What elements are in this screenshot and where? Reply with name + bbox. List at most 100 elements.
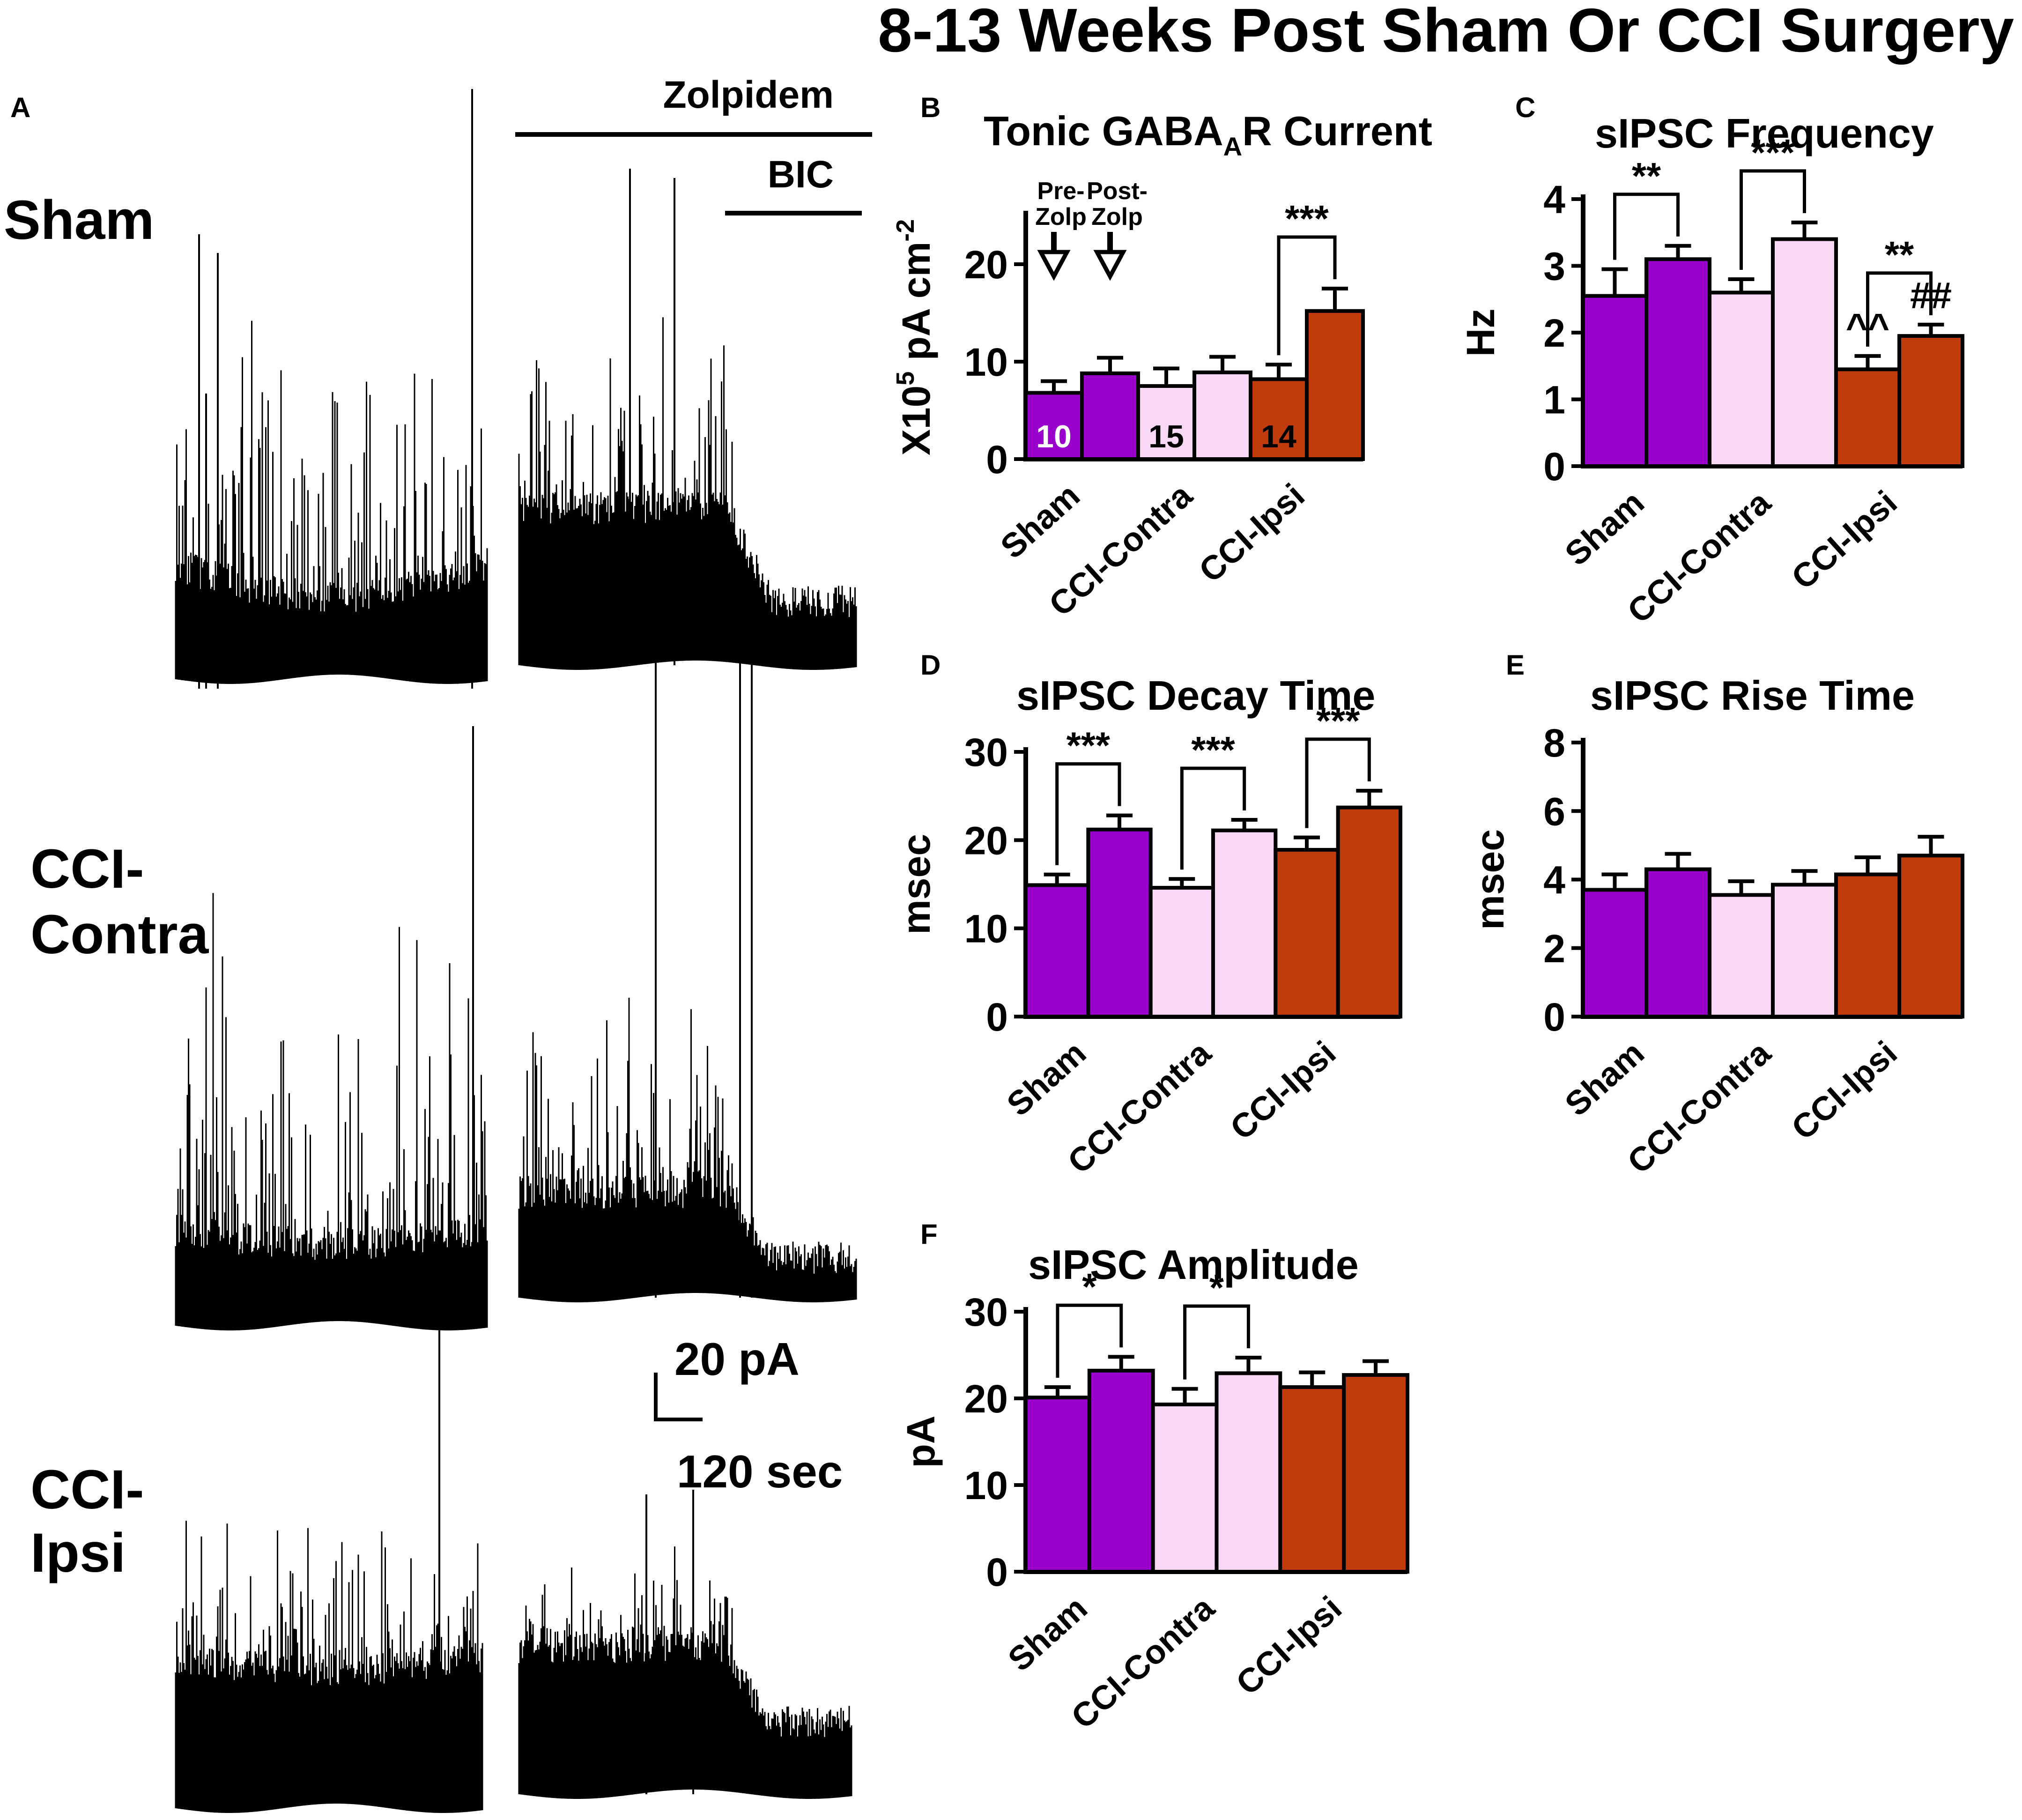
bar [1148,886,1215,1018]
arrow-icon [1037,250,1071,281]
x-category-label: CCI-Ipsi [1192,476,1312,589]
scale-amp-label: 20 pA [674,1333,800,1385]
bar [1087,1368,1155,1574]
y-tick-label: 30 [964,730,1008,774]
scale-time-label: 120 sec [677,1446,843,1497]
y-tick-label: 0 [1543,445,1565,489]
y-tick-label: 8 [1543,721,1565,765]
n-label: 10 [1036,419,1072,454]
panel-letter: E [1506,649,1525,681]
bar [1278,1385,1346,1574]
panel-letter: B [920,92,941,123]
y-label-superscript: -2 [891,219,919,242]
bar [1024,1396,1091,1574]
bar [1080,371,1140,461]
bar [1708,290,1775,468]
bar [1834,872,1901,1018]
current-trace [175,893,488,1330]
significance-bracket [1277,235,1337,356]
bar [1708,893,1775,1018]
significance-marker: ** [1885,234,1914,275]
significance-marker: *** [1316,700,1360,742]
bar [1215,1371,1282,1574]
chart-title: sIPSC Amplitude [1028,1241,1359,1288]
bar [1192,370,1252,461]
x-category-label: CCI-Ipsi [1229,1589,1349,1702]
y-tick-label: 4 [1543,858,1565,902]
row-label: CCI- [30,1459,144,1521]
bar [1086,827,1153,1018]
significance-bracket [1183,1304,1250,1380]
arrow-label: Pre- [1037,178,1084,205]
current-trace [518,997,857,1302]
y-label-superscript: 5 [891,371,919,386]
x-category-label: CCI-Ipsi [1785,483,1904,596]
y-axis-label: msec [1468,829,1512,930]
bar [1581,888,1648,1018]
y-tick-label: 0 [986,1550,1008,1594]
significance-marker: * [1082,1266,1097,1307]
panel-letter: D [920,649,941,681]
panel-letter: A [10,92,30,123]
significance-bracket [1305,737,1371,828]
y-tick-label: 20 [964,1377,1008,1421]
bar [1897,854,1964,1018]
y-tick-label: 20 [964,243,1008,287]
arrow-label: Zolp [1091,203,1143,230]
bar [1211,828,1278,1019]
y-axis-label: Hz [1459,309,1503,357]
x-category-label: Sham [993,476,1087,566]
chart-b: B Tonic GABAAR Current X105 pA cm-2 0 10 20 Sh… [891,92,1432,624]
panel-letter: F [920,1218,938,1250]
bic-label: BIC [768,153,834,196]
y-tick-label: 10 [964,907,1008,951]
chart-title: sIPSC Rise Time [1590,672,1915,719]
y-tick-label: 2 [1543,927,1565,971]
zolpidem-label: Zolpidem [663,74,834,116]
y-axis-label: pA [899,1416,943,1468]
y-tick-label: 6 [1543,789,1565,833]
current-trace [175,320,488,684]
arrow-label: Zolp [1035,203,1087,230]
x-category-label: Sham [1001,1589,1094,1679]
row-label: Ipsi [30,1522,126,1584]
x-category-label: Sham [1558,483,1651,573]
significance-bracket [1613,193,1680,260]
x-category-label: Sham [1000,1034,1093,1123]
significance-marker: *** [1191,729,1235,771]
chart-title-main: Tonic GABA [984,108,1223,154]
significance-bracket [1866,271,1933,347]
bar [1644,257,1711,468]
current-trace [175,1521,483,1813]
n-label: 15 [1148,419,1184,454]
y-label-units: pA cm [894,242,938,371]
arrow-icon [1093,250,1127,281]
y-axis-label: msec [894,834,938,935]
x-category-label: CCI-Ipsi [1785,1034,1904,1147]
current-trace [518,1546,852,1799]
bar [1024,883,1090,1018]
significance-marker: *** [1067,725,1111,766]
y-tick-label: 10 [964,340,1008,384]
n-label: 14 [1261,419,1296,454]
bar [1834,367,1901,468]
bar [1024,391,1084,461]
row-label: Contra [30,904,209,966]
significance-bracket [1180,766,1246,870]
current-trace [518,317,857,670]
significance-marker: *** [1285,198,1329,239]
bar [1897,334,1964,468]
bar [1342,1373,1410,1574]
significance-marker: *** [1751,132,1795,173]
significance-bracket [1056,1303,1123,1378]
x-category-label: CCI-Ipsi [1223,1034,1343,1147]
y-axis-label: X105 pA cm-2 [891,219,938,455]
chart-title-end: R Current [1242,108,1432,154]
y-tick-label: 10 [964,1463,1008,1508]
y-tick-label: 20 [964,818,1008,862]
